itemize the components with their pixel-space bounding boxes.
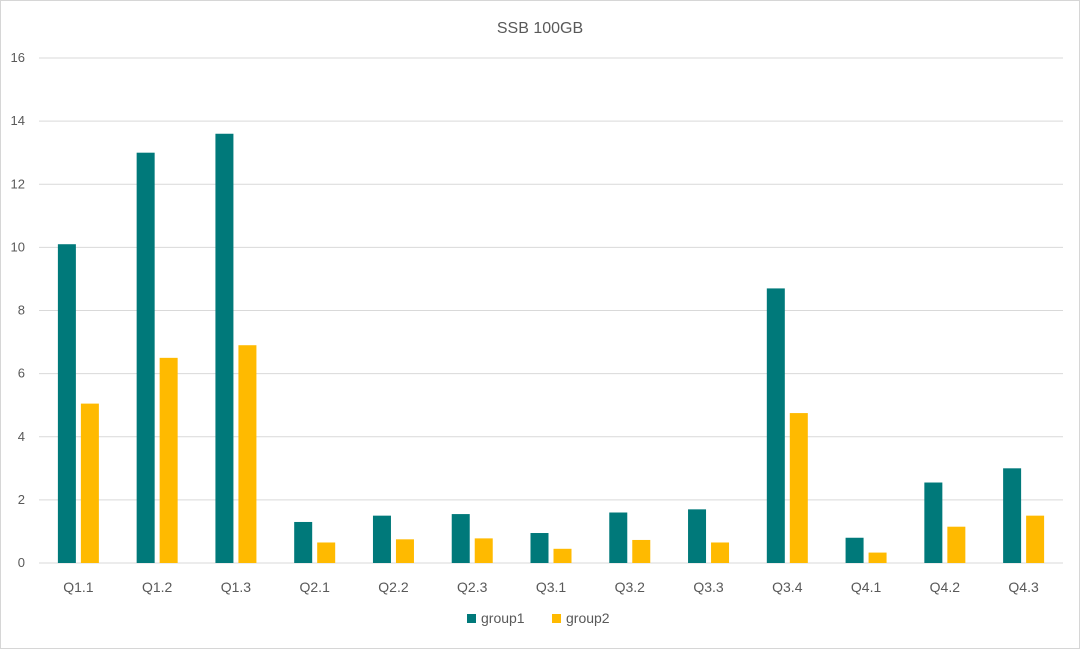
bar-group1-Q1.1 xyxy=(57,244,76,563)
legend-swatch-group2 xyxy=(552,614,561,623)
legend: group1 group2 xyxy=(467,610,610,626)
bar-group2-Q2.3 xyxy=(474,538,493,563)
bar-group1-Q2.3 xyxy=(451,514,470,563)
y-tick-label-2: 2 xyxy=(18,492,25,507)
x-tick-label-Q3.3: Q3.3 xyxy=(693,579,724,595)
x-tick-label-Q3.1: Q3.1 xyxy=(536,579,567,595)
bar-group2-Q1.1 xyxy=(80,403,99,563)
y-tick-label-8: 8 xyxy=(18,303,25,318)
y-tick-label-10: 10 xyxy=(11,239,25,254)
bar-group2-Q1.3 xyxy=(238,345,257,563)
x-tick-label-Q2.2: Q2.2 xyxy=(378,579,409,595)
y-tick-label-4: 4 xyxy=(18,429,25,444)
bar-group1-Q2.1 xyxy=(294,521,313,563)
legend-label-group2: group2 xyxy=(566,610,610,626)
x-tick-label-Q1.1: Q1.1 xyxy=(63,579,94,595)
bar-group1-Q1.3 xyxy=(215,133,234,563)
legend-swatch-group1 xyxy=(467,614,476,623)
x-tick-label-Q4.2: Q4.2 xyxy=(930,579,961,595)
bar-group2-Q3.1 xyxy=(553,548,572,563)
bar-group1-Q4.2 xyxy=(924,482,943,563)
y-tick-label-14: 14 xyxy=(11,113,25,128)
x-tick-label-Q1.2: Q1.2 xyxy=(142,579,173,595)
y-tick-label-6: 6 xyxy=(18,366,25,381)
chart-title: SSB 100GB xyxy=(497,20,583,37)
bars-layer xyxy=(57,133,1045,563)
x-tick-label-Q4.1: Q4.1 xyxy=(851,579,882,595)
x-tick-label-Q2.3: Q2.3 xyxy=(457,579,488,595)
bar-group2-Q4.2 xyxy=(947,526,966,563)
bar-group2-Q2.2 xyxy=(395,539,414,563)
grid-layer: 0 2 4 6 8 10 12 14 16 xyxy=(11,50,1063,570)
bar-group2-Q3.3 xyxy=(711,542,730,563)
bar-group2-Q3.4 xyxy=(789,413,808,563)
bar-group1-Q3.3 xyxy=(688,509,707,563)
bar-group2-Q2.1 xyxy=(317,542,336,563)
bar-group2-Q3.2 xyxy=(632,539,651,563)
x-tick-label-Q4.3: Q4.3 xyxy=(1008,579,1039,595)
bar-group1-Q3.2 xyxy=(609,512,628,563)
x-tick-label-Q3.4: Q3.4 xyxy=(772,579,803,595)
bar-group2-Q4.1 xyxy=(868,552,887,563)
legend-label-group1: group1 xyxy=(481,610,525,626)
x-tick-label-Q2.1: Q2.1 xyxy=(300,579,331,595)
y-tick-label-16: 16 xyxy=(11,50,25,65)
bar-group1-Q3.4 xyxy=(766,288,785,563)
bar-group1-Q3.1 xyxy=(530,533,549,563)
bar-group2-Q4.3 xyxy=(1026,515,1045,563)
bar-group1-Q1.2 xyxy=(136,152,155,563)
x-tick-label-Q3.2: Q3.2 xyxy=(615,579,646,595)
bar-group2-Q1.2 xyxy=(159,357,178,563)
x-labels-layer: Q1.1 Q1.2 Q1.3 Q2.1 Q2.2 Q2.3 Q3.1 Q3.2 Q3.3 Q3.4… xyxy=(63,579,1039,595)
y-tick-label-0: 0 xyxy=(18,555,25,570)
y-tick-label-12: 12 xyxy=(11,176,25,191)
bar-group1-Q2.2 xyxy=(372,515,391,563)
bar-group1-Q4.1 xyxy=(845,537,864,563)
x-tick-label-Q1.3: Q1.3 xyxy=(221,579,252,595)
bar-group1-Q4.3 xyxy=(1003,468,1022,563)
